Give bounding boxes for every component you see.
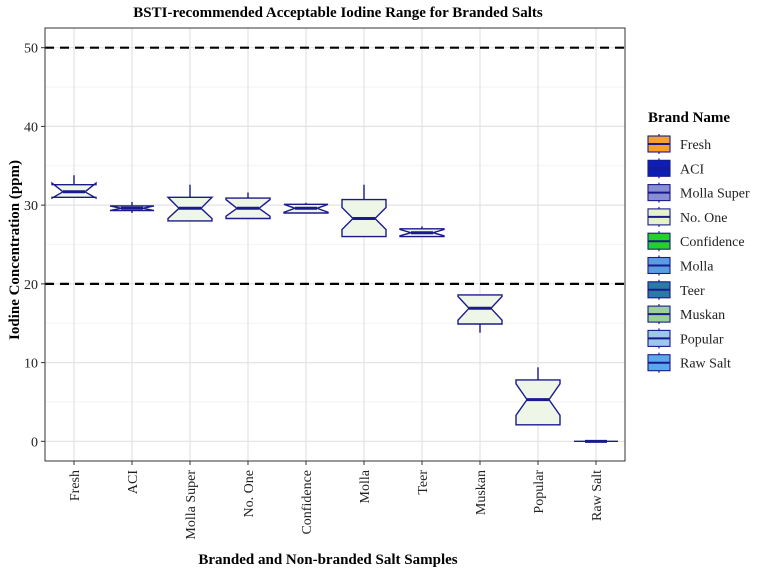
- legend-item: Teer: [647, 279, 705, 300]
- x-tick-label: Popular: [532, 470, 547, 514]
- y-tick-label: 0: [31, 435, 38, 450]
- y-tick-label: 20: [24, 278, 38, 293]
- legend-item: Raw Salt: [647, 352, 731, 373]
- x-tick-label: Confidence: [300, 470, 315, 535]
- x-tick-label: ACI: [126, 470, 141, 494]
- y-tick-label: 50: [24, 42, 38, 57]
- box-teer: [399, 226, 445, 238]
- legend-item: ACI: [647, 158, 704, 179]
- legend-label: No. One: [680, 211, 727, 226]
- plot-border: [44, 27, 626, 462]
- x-tick-label: Muskan: [474, 470, 489, 515]
- chart-title: BSTI-recommended Acceptable Iodine Range…: [133, 5, 543, 21]
- box-muskan: [457, 294, 503, 333]
- legend-item: Molla Super: [647, 182, 750, 203]
- legend-label: Confidence: [680, 235, 745, 250]
- box-popular: [515, 367, 561, 426]
- box-no-one: [225, 192, 271, 220]
- legend-title: Brand Name: [648, 110, 730, 126]
- x-tick-label: Teer: [416, 470, 431, 495]
- y-axis-title: Iodine Concentration (ppm): [7, 160, 23, 340]
- legend-label: Molla: [680, 260, 714, 275]
- x-axis-title: Branded and Non-branded Salt Samples: [198, 552, 457, 568]
- legend-label: ACI: [680, 162, 704, 177]
- legend-item: Popular: [647, 328, 724, 349]
- legend-label: Teer: [680, 284, 705, 299]
- box-aci: [109, 201, 155, 214]
- x-tick-label: Fresh: [68, 470, 83, 501]
- legend-item: No. One: [647, 206, 727, 227]
- y-tick-label: 40: [24, 120, 38, 135]
- y-tick-label: 30: [24, 199, 38, 214]
- box-molla: [341, 184, 387, 238]
- box-fresh: [51, 175, 97, 200]
- x-tick-label: No. One: [242, 470, 257, 517]
- legend-item: Confidence: [647, 231, 745, 252]
- legend-label: Popular: [680, 332, 724, 347]
- y-tick-label: 10: [24, 357, 38, 372]
- x-tick-label: Molla: [358, 469, 373, 503]
- legend-item: Fresh: [647, 134, 711, 154]
- legend-label: Molla Super: [680, 187, 750, 202]
- legend-label: Muskan: [680, 308, 725, 323]
- legend-label: Fresh: [680, 138, 711, 153]
- box-molla-super: [166, 184, 214, 222]
- x-tick-label: Molla Super: [184, 470, 199, 540]
- box-confidence: [283, 202, 329, 214]
- x-tick-label: Raw Salt: [590, 470, 605, 521]
- legend-item: Muskan: [647, 304, 725, 325]
- box-body: [515, 379, 561, 426]
- legend-item: Molla: [647, 255, 714, 276]
- legend-label: Raw Salt: [680, 357, 731, 372]
